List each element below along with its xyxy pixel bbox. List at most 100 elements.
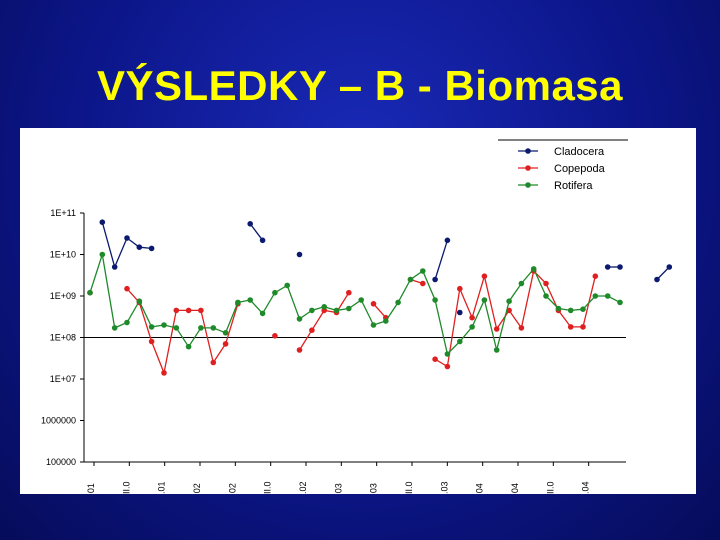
data-point-cladocera bbox=[247, 221, 253, 227]
legend-label: Rotifera bbox=[554, 180, 593, 192]
y-tick-label: 1E+10 bbox=[50, 250, 76, 260]
legend-swatch-marker bbox=[525, 148, 531, 154]
data-point-copepoda bbox=[309, 327, 315, 333]
x-tick-label: XI.04 bbox=[581, 481, 591, 494]
y-tick-label: 1E+07 bbox=[50, 374, 76, 384]
data-point-rotifera bbox=[395, 299, 401, 306]
data-point-rotifera bbox=[481, 297, 488, 303]
data-point-cladocera bbox=[654, 276, 660, 283]
data-point-copepoda bbox=[493, 326, 500, 332]
data-point-rotifera bbox=[333, 307, 340, 314]
data-point-copepoda bbox=[210, 359, 217, 366]
data-point-cladocera bbox=[124, 235, 130, 241]
chart-panel: 1E+11 1E+10 1E+09 1E+08 1E+07 1000000 100000 V… bbox=[20, 128, 696, 494]
x-tick-label: II.04 bbox=[475, 483, 485, 494]
data-point-copepoda bbox=[469, 314, 475, 321]
data-point-rotifera bbox=[469, 324, 475, 330]
slide-title: VÝSLEDKY – B - Biomasa bbox=[96, 62, 624, 109]
legend-item: Cladocera bbox=[518, 146, 605, 158]
data-point-copepoda bbox=[420, 280, 426, 287]
data-point-copepoda bbox=[346, 289, 352, 296]
data-point-copepoda bbox=[173, 307, 180, 314]
data-point-cladocera bbox=[136, 244, 143, 250]
x-tick-label: II.02 bbox=[192, 483, 202, 494]
x-tick-label: XI.03 bbox=[439, 481, 449, 494]
series-line-copepoda bbox=[373, 303, 387, 319]
data-point-rotifera bbox=[592, 293, 599, 299]
series-line-cladocera bbox=[249, 223, 264, 241]
x-tick-label: VIII.0 bbox=[263, 481, 273, 494]
y-tick-label: 1E+11 bbox=[50, 208, 76, 218]
data-point-cladocera bbox=[604, 264, 611, 270]
y-axis: 1E+11 1E+10 1E+09 1E+08 1E+07 1000000 100000 bbox=[41, 208, 85, 467]
data-point-cladocera bbox=[617, 264, 623, 270]
data-point-rotifera bbox=[309, 307, 315, 314]
data-point-rotifera bbox=[111, 325, 118, 331]
data-point-rotifera bbox=[432, 297, 438, 303]
data-point-rotifera bbox=[161, 322, 167, 328]
data-point-rotifera bbox=[580, 306, 586, 312]
data-point-rotifera bbox=[99, 251, 106, 258]
series-line-cladocera bbox=[101, 222, 152, 269]
x-tick-label: XI.02 bbox=[298, 481, 308, 494]
data-point-cladocera bbox=[444, 237, 451, 244]
data-point-copepoda bbox=[148, 338, 155, 345]
data-point-copepoda bbox=[580, 324, 586, 330]
data-point-rotifera bbox=[235, 299, 241, 306]
data-point-rotifera bbox=[420, 268, 426, 274]
x-tick-label: II.03 bbox=[333, 483, 343, 494]
y-tick-label: 100000 bbox=[46, 457, 76, 467]
data-point-copepoda bbox=[222, 341, 229, 347]
data-point-copepoda bbox=[432, 356, 438, 362]
data-point-cladocera bbox=[111, 264, 118, 270]
series-line-cladocera bbox=[656, 266, 670, 280]
data-point-copepoda bbox=[481, 273, 488, 279]
data-point-rotifera bbox=[296, 316, 303, 322]
data-point-cladocera bbox=[148, 245, 155, 252]
legend-item: Copepoda bbox=[518, 163, 606, 175]
data-point-rotifera bbox=[185, 343, 192, 350]
x-tick-label: V.02 bbox=[227, 483, 237, 494]
data-point-cladocera bbox=[457, 309, 463, 316]
data-point-cladocera bbox=[432, 276, 438, 283]
data-point-copepoda bbox=[198, 307, 204, 314]
data-point-rotifera bbox=[493, 347, 500, 353]
data-point-rotifera bbox=[87, 289, 93, 296]
data-point-rotifera bbox=[136, 298, 143, 304]
legend-swatch-marker bbox=[525, 165, 531, 171]
data-point-rotifera bbox=[383, 318, 389, 324]
x-tick-label: VIII.0 bbox=[404, 481, 414, 494]
data-point-copepoda bbox=[370, 301, 377, 307]
data-point-cladocera bbox=[99, 219, 106, 225]
data-point-rotifera bbox=[321, 304, 328, 310]
data-point-copepoda bbox=[567, 324, 574, 330]
data-point-rotifera bbox=[604, 293, 611, 299]
data-point-rotifera bbox=[555, 305, 562, 312]
data-point-copepoda bbox=[543, 280, 549, 287]
data-point-copepoda bbox=[161, 370, 167, 376]
data-point-cladocera bbox=[666, 264, 673, 270]
data-point-rotifera bbox=[173, 325, 180, 331]
data-point-copepoda bbox=[124, 285, 130, 292]
legend-label: Cladocera bbox=[554, 146, 605, 158]
data-point-cladocera bbox=[259, 237, 266, 244]
data-point-copepoda bbox=[185, 307, 192, 314]
series-line-rotifera bbox=[89, 254, 621, 356]
legend-label: Copepoda bbox=[554, 163, 606, 175]
data-point-rotifera bbox=[284, 282, 291, 289]
series-rotifera bbox=[87, 251, 623, 357]
x-tick-label: VIII.0 bbox=[545, 481, 555, 494]
data-point-copepoda bbox=[592, 273, 599, 279]
data-point-rotifera bbox=[259, 310, 266, 317]
data-point-rotifera bbox=[506, 298, 512, 304]
x-tick-label: V.04 bbox=[510, 483, 520, 494]
data-point-rotifera bbox=[124, 319, 130, 326]
data-point-rotifera bbox=[272, 289, 278, 296]
data-point-rotifera bbox=[358, 297, 365, 303]
series-copepoda bbox=[87, 268, 599, 376]
series-line-copepoda bbox=[298, 292, 350, 351]
series-group bbox=[87, 219, 673, 376]
data-point-rotifera bbox=[222, 330, 229, 336]
x-tick-label: V.01 bbox=[86, 483, 96, 494]
y-tick-label: 1E+09 bbox=[50, 291, 76, 301]
